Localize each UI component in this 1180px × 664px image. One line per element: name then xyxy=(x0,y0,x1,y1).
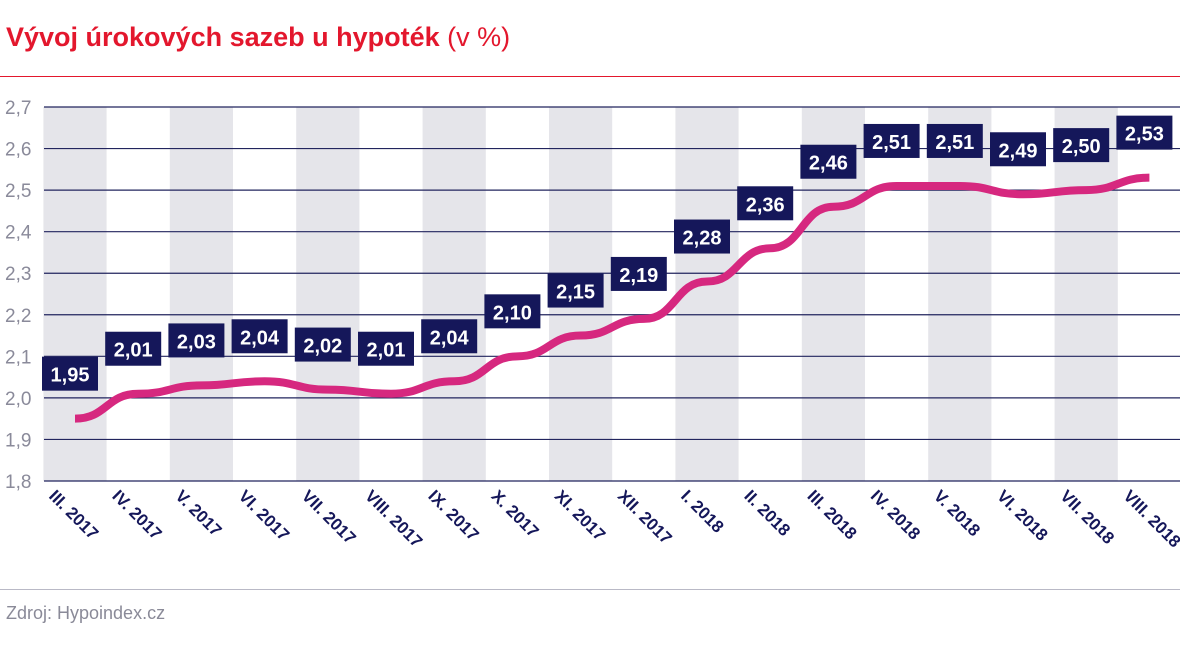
data-label: 2,03 xyxy=(168,323,225,358)
data-label-box xyxy=(42,356,98,391)
x-tick-label: IV. 2018 xyxy=(867,486,924,543)
data-label-text: 2,01 xyxy=(114,340,153,362)
data-label-box xyxy=(1053,128,1110,163)
data-label: 2,51 xyxy=(926,123,983,158)
data-label-text: 2,28 xyxy=(683,228,722,250)
title-divider xyxy=(0,76,1180,77)
data-label-box xyxy=(926,123,983,158)
data-label: 2,01 xyxy=(105,331,162,366)
x-tick-label: IV. 2017 xyxy=(108,486,165,543)
data-label: 2,36 xyxy=(737,186,794,221)
data-label-box xyxy=(168,323,225,358)
data-label: 2,51 xyxy=(863,123,920,158)
column-band xyxy=(1054,107,1118,481)
x-tick-label: IX. 2017 xyxy=(424,486,482,544)
data-label-box xyxy=(674,219,730,254)
data-label: 2,10 xyxy=(484,294,541,329)
line-chart: 1,8 1,9 2,0 2,1 2,2 2,3 2,4 2,5 2,6 2,7 1,95 2,01 2… xyxy=(5,98,1180,551)
x-axis-ticks: III. 2017 IV. 2017 V. 2017 VI. 2017 VII. 201… xyxy=(45,486,1180,551)
data-label-text: 2,51 xyxy=(935,132,974,154)
data-label: 2,04 xyxy=(231,319,288,354)
y-tick-label: 2,4 xyxy=(5,223,32,244)
data-label: 2,53 xyxy=(1116,115,1173,150)
y-tick-label: 1,8 xyxy=(5,472,31,493)
x-tick-label: VII. 2018 xyxy=(1056,486,1118,548)
data-label-box xyxy=(863,123,920,158)
x-tick-label: VIII. 2017 xyxy=(361,486,426,551)
data-label: 2,49 xyxy=(990,132,1046,167)
data-label: 2,50 xyxy=(1053,128,1110,163)
data-label-text: 2,19 xyxy=(619,265,658,287)
x-tick-label: VII. 2017 xyxy=(298,486,360,548)
x-tick-label: III. 2017 xyxy=(45,486,102,543)
column-band xyxy=(43,107,107,481)
data-label-text: 2,51 xyxy=(872,132,911,154)
data-label-text: 2,50 xyxy=(1062,136,1101,158)
x-tick-label: VI. 2018 xyxy=(993,486,1051,544)
chart-title-main: Vývoj úrokových sazeb u hypoték xyxy=(6,22,440,52)
x-tick-label: II. 2018 xyxy=(740,486,794,540)
column-band xyxy=(422,107,486,481)
data-label-text: 2,03 xyxy=(177,331,216,353)
data-label-text: 2,01 xyxy=(367,340,406,362)
data-label: 2,19 xyxy=(610,256,667,291)
y-tick-label: 2,5 xyxy=(5,181,31,202)
data-label-text: 2,15 xyxy=(556,282,595,304)
data-label-box xyxy=(990,132,1046,167)
data-label: 2,01 xyxy=(358,331,414,366)
x-tick-label: V. 2017 xyxy=(172,486,226,540)
x-tick-label: VIII. 2018 xyxy=(1120,486,1180,551)
y-tick-label: 2,3 xyxy=(5,264,31,285)
data-labels: 1,95 2,01 2,03 2,04 2,02 2,01 2,04 2,10 2,15 2,19… xyxy=(42,115,1173,391)
y-tick-label: 2,7 xyxy=(5,98,31,119)
data-label: 2,04 xyxy=(421,319,478,354)
data-label: 2,02 xyxy=(294,327,351,362)
y-tick-label: 2,2 xyxy=(5,306,31,327)
chart-title: Vývoj úrokových sazeb u hypoték (v %) xyxy=(6,22,510,53)
chart-title-unit: (v %) xyxy=(447,22,511,52)
series-line xyxy=(74,173,1150,423)
data-label-box xyxy=(231,319,288,354)
data-label-box xyxy=(1116,115,1173,150)
x-tick-label: XI. 2017 xyxy=(551,486,609,544)
data-label-text: 2,53 xyxy=(1125,124,1164,146)
data-label-text: 2,02 xyxy=(303,336,342,358)
y-tick-label: 1,9 xyxy=(5,430,31,451)
x-tick-label: I. 2018 xyxy=(677,486,727,536)
data-label: 2,46 xyxy=(800,144,857,179)
data-label-box xyxy=(800,144,857,179)
data-label-box xyxy=(610,256,667,291)
x-tick-label: X. 2017 xyxy=(488,486,543,541)
x-tick-label: V. 2018 xyxy=(930,486,984,540)
column-band xyxy=(169,107,233,481)
data-label-box xyxy=(421,319,478,354)
y-axis-ticks: 1,8 1,9 2,0 2,1 2,2 2,3 2,4 2,5 2,6 2,7 xyxy=(5,98,32,493)
column-band xyxy=(928,107,992,481)
data-label-text: 2,49 xyxy=(999,140,1038,162)
data-label-box xyxy=(737,186,794,221)
y-tick-label: 2,0 xyxy=(5,389,31,410)
data-label-text: 2,10 xyxy=(493,302,532,324)
data-label-text: 1,95 xyxy=(51,365,90,387)
y-tick-label: 2,6 xyxy=(5,140,31,161)
column-band xyxy=(296,107,360,481)
data-label-box xyxy=(294,327,351,362)
data-label-text: 2,04 xyxy=(240,327,280,349)
source-note: Zdroj: Hypoindex.cz xyxy=(6,603,166,623)
data-label-text: 2,04 xyxy=(430,327,470,349)
data-label: 2,28 xyxy=(674,219,730,254)
data-label-box xyxy=(358,331,414,366)
x-tick-label: VI. 2017 xyxy=(235,486,293,544)
data-label-box xyxy=(547,273,604,308)
data-label-text: 2,46 xyxy=(809,153,848,175)
data-label: 1,95 xyxy=(42,356,98,391)
footer-divider xyxy=(0,589,1180,590)
data-label: 2,15 xyxy=(547,273,604,308)
y-tick-label: 2,1 xyxy=(5,347,31,368)
x-tick-label: III. 2018 xyxy=(804,486,861,543)
x-tick-label: XII. 2017 xyxy=(614,486,676,548)
data-label-box xyxy=(484,294,541,329)
data-label-box xyxy=(105,331,162,366)
data-label-text: 2,36 xyxy=(746,194,785,216)
